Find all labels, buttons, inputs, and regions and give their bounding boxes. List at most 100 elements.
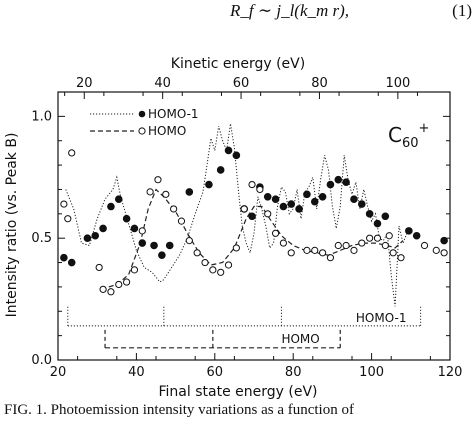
homo-1-point — [99, 224, 107, 233]
legend-homo-label: HOMO — [148, 124, 186, 138]
homo-1-point — [271, 195, 280, 203]
range-bars: HOMO-1 HOMO — [67, 305, 422, 349]
homo-1-dotted-line — [65, 123, 408, 307]
homo-1-point — [318, 192, 327, 201]
homo-point — [224, 261, 233, 269]
y-tick-label: 0.0 — [31, 353, 52, 368]
plot-frame — [57, 91, 451, 361]
homo-1-point — [440, 236, 448, 245]
x-tick-label: 80 — [285, 365, 302, 380]
homo-point — [440, 249, 448, 257]
homo-point — [319, 249, 327, 257]
homo-point — [350, 246, 358, 254]
homo-point — [201, 258, 209, 267]
legend-homo-1-marker — [138, 110, 146, 118]
svg-text:C60+: C60+ — [388, 121, 429, 151]
chart-text: Kinetic energy (eV) Final state energy (… — [4, 56, 429, 400]
homo-point — [232, 244, 240, 252]
homo-point — [60, 200, 68, 208]
homo-1-range-label: HOMO-1 — [356, 311, 407, 325]
homo-1-point — [358, 200, 366, 208]
homo-point — [385, 232, 393, 240]
homo-point — [389, 249, 397, 257]
homo-1-point — [130, 224, 139, 233]
figure-caption: FIG. 1. Photoemission intensity variatio… — [4, 402, 354, 418]
homo-point — [64, 215, 72, 223]
homo-point — [303, 246, 311, 254]
homo-point — [170, 205, 178, 213]
homo-point — [95, 263, 103, 272]
homo-point — [342, 241, 350, 250]
homo-point — [420, 241, 429, 250]
homo-1-point — [248, 212, 256, 221]
homo-point — [432, 246, 440, 254]
homo-1-point — [114, 195, 123, 203]
homo-1-point — [60, 253, 68, 262]
homo-1-point — [326, 180, 335, 189]
homo-point — [240, 205, 248, 213]
homo-1-point — [310, 197, 319, 206]
homo-point — [373, 234, 382, 242]
homo-point — [366, 234, 374, 242]
homo-point — [154, 176, 162, 184]
homo-point — [123, 278, 131, 286]
homo-point — [279, 239, 287, 247]
top-tick-label: 40 — [154, 76, 171, 91]
homo-1-point — [373, 219, 382, 228]
homo-1-point — [122, 214, 131, 223]
homo-dashed-line — [100, 188, 404, 290]
axis-ticks: 20 40 60 80 100 120 0.0 0.5 1.0 20 40 60 80 100 — [31, 76, 462, 380]
homo-point — [264, 210, 272, 218]
ion-label: C60+ — [388, 121, 429, 151]
homo-1-point — [165, 241, 174, 250]
homo-1-point — [287, 200, 296, 208]
homo-1-point — [303, 190, 311, 199]
homo-point — [107, 288, 115, 296]
homo-point — [115, 280, 123, 289]
homo-1-point — [263, 192, 272, 201]
legend: HOMO-1 HOMO — [90, 107, 199, 138]
homo-point — [177, 217, 186, 225]
homo-1-point — [185, 188, 194, 196]
homo-point — [68, 149, 76, 157]
homo-point — [256, 185, 264, 194]
homo-point — [271, 229, 280, 237]
homo-point — [217, 268, 225, 276]
homo-1-point — [279, 202, 288, 211]
homo-1-point — [150, 241, 158, 250]
top-tick-label: 80 — [311, 76, 328, 91]
homo-1-point — [91, 231, 100, 240]
homo-1-point — [405, 227, 413, 235]
equation-formula: R_f ∼ j_l(k_m r), — [230, 1, 350, 20]
legend-homo-marker — [138, 127, 146, 135]
equation-row: R_f ∼ j_l(k_m r), (1) — [0, 0, 474, 30]
homo-point — [209, 266, 217, 274]
y-tick-label: 1.0 — [31, 109, 52, 124]
homo-1-point — [412, 231, 421, 240]
homo-1-point — [138, 239, 147, 247]
homo-1-point — [295, 205, 303, 213]
top-tick-label: 20 — [76, 76, 93, 91]
plot-border — [57, 91, 451, 361]
homo-point — [162, 190, 170, 198]
homo-1-point — [224, 146, 233, 155]
homo-point — [248, 180, 256, 189]
homo-1-point — [342, 178, 350, 186]
x-axis-title: Final state energy (eV) — [159, 384, 318, 400]
x-tick-label: 60 — [207, 365, 224, 380]
homo-1-point — [83, 234, 92, 242]
homo-1-point — [232, 151, 241, 160]
homo-range-label: HOMO — [281, 332, 319, 346]
homo-point — [146, 188, 154, 196]
top-axis-title: Kinetic energy (eV) — [171, 56, 305, 72]
top-tick-label: 60 — [233, 76, 250, 91]
homo-point — [130, 266, 139, 274]
x-tick-label: 100 — [359, 365, 384, 380]
homo-point — [99, 285, 107, 293]
homo-1-point — [205, 180, 213, 189]
y-tick-label: 0.5 — [31, 231, 52, 246]
homo-point — [311, 246, 319, 254]
homo-1-point — [334, 175, 343, 184]
